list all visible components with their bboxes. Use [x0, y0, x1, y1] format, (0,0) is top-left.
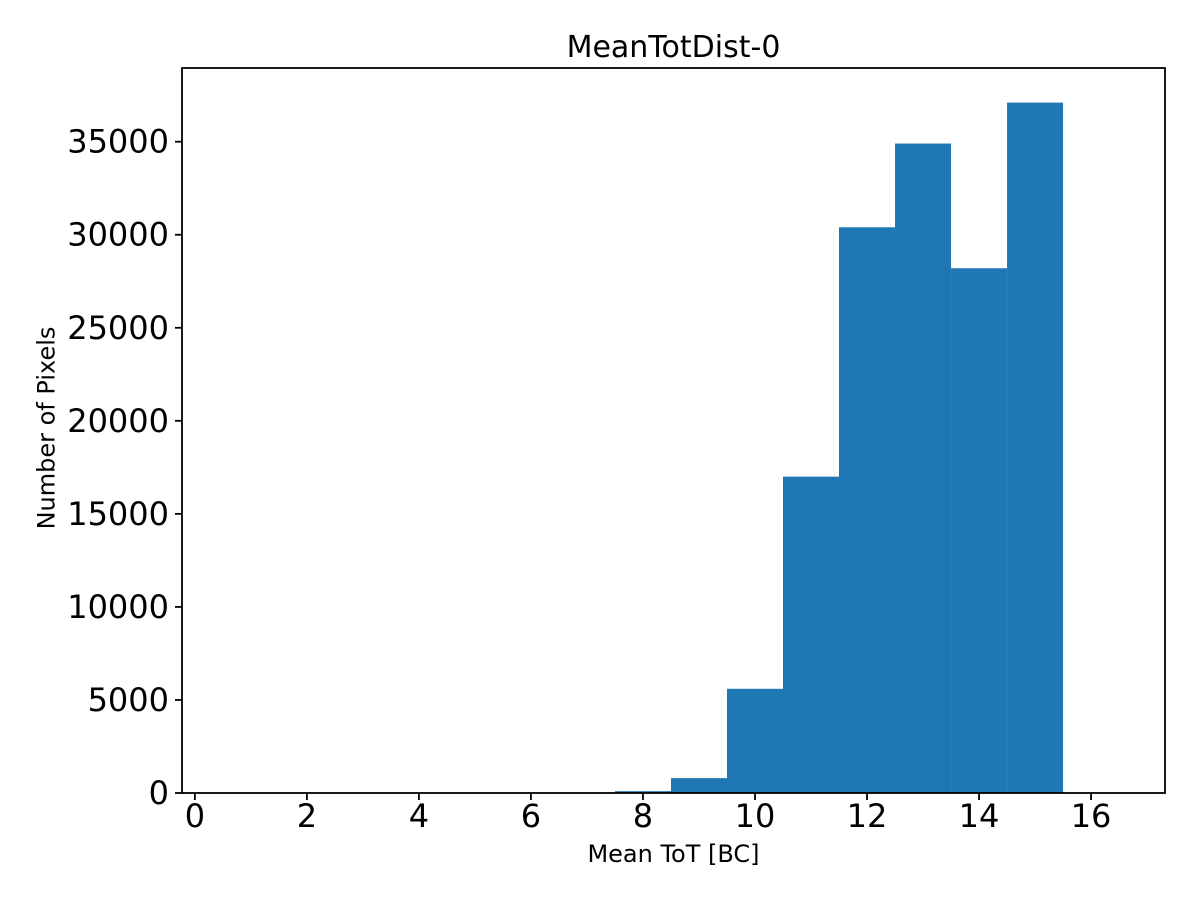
- y-tick-label: 30000: [67, 216, 169, 254]
- y-tick-label: 10000: [67, 588, 169, 626]
- histogram-bar: [783, 476, 840, 793]
- x-tick-label: 10: [735, 797, 776, 835]
- y-tick-label: 25000: [67, 309, 169, 347]
- x-tick-label: 2: [297, 797, 317, 835]
- x-axis-label: Mean ToT [BC]: [587, 840, 760, 868]
- histogram-bar: [670, 778, 727, 793]
- y-tick-label: 0: [149, 774, 169, 812]
- histogram-bar: [895, 143, 952, 794]
- x-tick-label: 12: [847, 797, 888, 835]
- y-tick-label: 20000: [67, 402, 169, 440]
- y-axis-label-text: Number of Pixels: [32, 326, 61, 530]
- x-tick-label: 0: [185, 797, 205, 835]
- x-tick-label: 14: [959, 797, 1000, 835]
- y-tick-label: 5000: [88, 681, 169, 719]
- histogram-bar: [951, 268, 1008, 794]
- x-tick-label: 8: [633, 797, 653, 835]
- histogram-bar: [839, 227, 896, 794]
- x-tick-label: 4: [409, 797, 429, 835]
- histogram-bar: [614, 791, 671, 793]
- histogram-bar: [1007, 102, 1064, 794]
- x-tick-label: 16: [1071, 797, 1112, 835]
- histogram-bar: [726, 688, 783, 793]
- y-tick-label: 35000: [67, 123, 169, 161]
- x-tick-label: 6: [521, 797, 541, 835]
- y-tick-label: 15000: [67, 495, 169, 533]
- chart-title: MeanTotDist-0: [566, 30, 781, 65]
- plot-frame: [181, 67, 1166, 794]
